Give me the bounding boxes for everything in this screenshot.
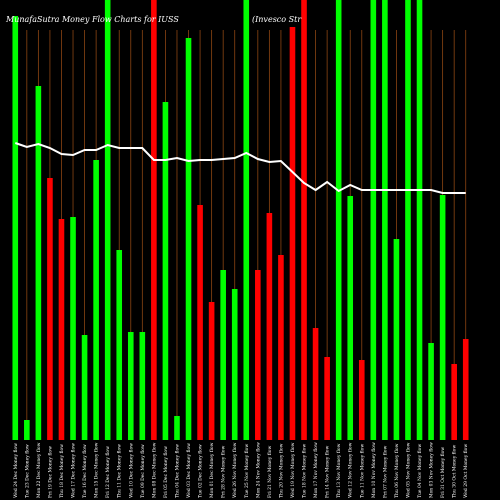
x-tick-label: Fri 07 Nov Money flow [382, 446, 388, 498]
x-tick-label: Tue 02 Dec Money flow [198, 444, 204, 498]
money-flow-bar [208, 302, 215, 440]
money-flow-bar [162, 102, 169, 440]
x-tick-label: Wed 03 Dec Money flow [186, 443, 192, 498]
money-flow-bar [278, 255, 284, 440]
x-tick-label: Tue 16 Dec Money flow [82, 444, 88, 498]
money-flow-bar [335, 0, 342, 440]
x-tick-label: Fri 19 Dec Money flow [47, 446, 53, 498]
x-tick-label: Mon 10 Nov Money flow [371, 442, 377, 498]
x-tick-label: Wed 12 Nov Money flow [348, 442, 354, 498]
money-flow-bar [312, 328, 319, 440]
money-flow-bar [289, 27, 296, 440]
money-flow-bar [382, 0, 388, 440]
x-tick-label: Fri 21 Nov Money flow [267, 446, 273, 498]
x-tick-label: Tue 23 Dec Money flow [24, 444, 30, 498]
bar-series [12, 0, 469, 440]
money-flow-bar [81, 335, 88, 440]
money-flow-bar [12, 16, 19, 440]
x-tick-label: Wed 19 Nov Money flow [290, 442, 296, 498]
x-tick-label: Wed 24 Dec Money flow [13, 443, 19, 498]
x-tick-label: Thu 13 Nov Money flow [336, 443, 342, 498]
money-flow-bar [24, 420, 30, 440]
x-tick-label: Wed 17 Dec Money flow [71, 443, 77, 498]
x-tick-label: Thu 20 Nov Money flow [278, 443, 284, 498]
x-tick-label: Tue 25 Nov Money flow [244, 444, 250, 498]
money-flow-bar [347, 196, 354, 440]
money-flow-bar [58, 219, 65, 440]
money-flow-bar [197, 205, 203, 440]
money-flow-bar [47, 178, 53, 440]
money-flow-bar [35, 86, 42, 440]
x-tick-label: Mon 22 Dec Money flow [36, 442, 42, 498]
money-flow-bar [139, 332, 146, 440]
x-tick-labels: Wed 24 Dec Money flow Tue 23 Dec Money fl… [13, 442, 469, 498]
x-tick-label: Tue 11 Nov Money flow [359, 444, 365, 498]
x-tick-label: Fri 31 Oct Money flow [440, 447, 446, 498]
money-flow-bar [370, 0, 377, 440]
x-tick-label: Wed 29 Oct Money flow [463, 444, 469, 498]
money-flow-bar [266, 213, 273, 440]
x-tick-label: Wed 10 Dec Money flow [128, 443, 134, 498]
x-tick-label: Mon 24 Nov Money flow [255, 442, 261, 498]
x-tick-label: Thu 06 Nov Money flow [394, 443, 400, 498]
money-flow-line [14, 142, 466, 194]
x-tick-label: Thu 18 Dec Money flow [59, 444, 65, 498]
chart-title-ticker: (Invesco Str [252, 15, 302, 24]
money-flow-bar [220, 270, 226, 440]
money-flow-bar [127, 332, 134, 440]
x-tick-label: Tue 04 Nov Money flow [417, 444, 423, 498]
money-flow-bar [358, 360, 365, 440]
x-tick-label: Fri 28 Nov Money flow [221, 446, 227, 498]
x-tick-label: Fri 14 Nov Money flow [325, 446, 331, 498]
x-tick-label: Wed 26 Nov Money flow [232, 442, 238, 498]
money-flow-bar [255, 270, 261, 440]
money-flow-bar [116, 250, 123, 440]
x-tick-label: Thu 30 Oct Money flow [452, 445, 458, 498]
money-flow-bar [93, 160, 99, 440]
x-tick-label: Mon 17 Nov Money flow [313, 442, 319, 498]
x-tick-label: Wed 05 Nov Money flow [405, 442, 411, 498]
money-flow-bar [243, 0, 250, 440]
money-flow-bar [324, 357, 330, 440]
money-flow-bar [428, 343, 434, 440]
x-tick-label: Fri 05 Dec Money flow [163, 446, 169, 498]
x-tick-label: Mon 01 Dec Money flow [209, 442, 215, 498]
money-flow-bar [462, 339, 469, 440]
x-tick-label: Mon 15 Dec Money flow [94, 442, 100, 498]
x-tick-label: Thu 04 Dec Money flow [174, 444, 180, 498]
x-tick-label: Mon 08 Dec Money flow [151, 442, 157, 498]
x-tick-label: Thu 11 Dec Money flow [117, 444, 123, 498]
money-flow-bar [393, 239, 400, 440]
money-flow-bar [185, 38, 192, 440]
x-tick-label: Mon 03 Nov Money flow [429, 442, 435, 498]
money-flow-bar [151, 0, 157, 440]
x-tick-label: Tue 18 Nov Money flow [302, 444, 308, 498]
money-flow-bar [301, 0, 307, 440]
money-flow-bar [70, 217, 76, 440]
x-tick-label: Fri 12 Dec Money flow [105, 446, 111, 498]
money-flow-bar [416, 0, 423, 440]
money-flow-bar [174, 416, 180, 440]
money-flow-bar [439, 195, 446, 440]
chart-title: MunafaSutra Money Flow Charts for IUSS [5, 15, 179, 24]
money-flow-bar [231, 289, 238, 440]
money-flow-bar [451, 364, 457, 440]
money-flow-bar [405, 0, 411, 440]
money-flow-bar [104, 0, 111, 440]
x-tick-label: Tue 09 Dec Money flow [140, 444, 146, 498]
